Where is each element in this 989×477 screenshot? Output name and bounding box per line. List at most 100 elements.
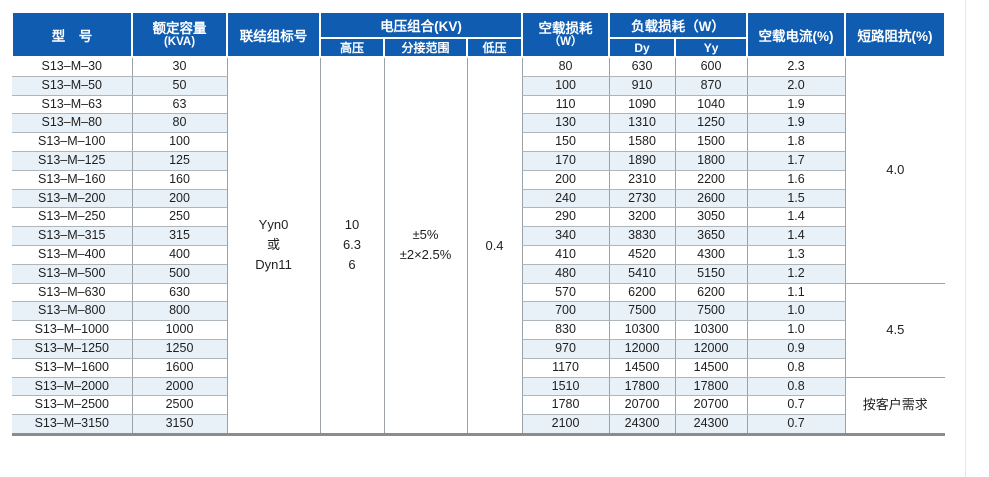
rated-capacity-cell: 80 bbox=[131, 113, 227, 134]
rated-capacity-cell: 1000 bbox=[131, 320, 227, 340]
load-loss-dy-cell: 14500 bbox=[608, 358, 676, 378]
load-loss-dy-cell: 2310 bbox=[608, 170, 676, 190]
load-loss-yy-cell: 4300 bbox=[674, 245, 748, 265]
load-loss-dy-cell: 24300 bbox=[608, 414, 676, 435]
header-rated-capacity-title: 额定容量 bbox=[152, 20, 207, 36]
table-row: S13–M–500 500 480 5410 5150 1.2 bbox=[12, 264, 945, 284]
header-rated-capacity-unit: (KVA) bbox=[163, 35, 196, 48]
load-loss-yy-cell: 6200 bbox=[674, 283, 748, 303]
load-loss-yy-cell: 1800 bbox=[674, 151, 748, 171]
page-edge-divider bbox=[965, 0, 966, 477]
model-cell: S13–M–125 bbox=[12, 151, 132, 171]
no-load-loss-cell: 700 bbox=[521, 301, 610, 322]
no-load-loss-cell: 2100 bbox=[521, 414, 610, 435]
no-load-loss-cell: 150 bbox=[521, 132, 610, 152]
load-loss-dy-cell: 1580 bbox=[608, 132, 676, 152]
rated-capacity-cell: 800 bbox=[131, 301, 227, 322]
model-cell: S13–M–100 bbox=[12, 132, 132, 152]
load-loss-yy-cell: 1250 bbox=[674, 113, 748, 134]
no-load-current-cell: 1.2 bbox=[746, 264, 846, 284]
header-model: 型 号 bbox=[11, 11, 133, 58]
model-cell: S13–M–1250 bbox=[12, 339, 132, 359]
table-row: S13–M–30 30 Yyn0 或 Dyn11 10 6.3 6 ±5% ±2×2.5% 0.4 8… bbox=[12, 57, 946, 435]
no-load-current-cell: 0.8 bbox=[746, 358, 846, 378]
no-load-loss-cell: 830 bbox=[521, 320, 610, 340]
no-load-loss-cell: 1170 bbox=[521, 358, 610, 378]
no-load-loss-cell: 410 bbox=[521, 245, 610, 265]
no-load-current-cell: 1.6 bbox=[746, 170, 846, 190]
no-load-loss-cell: 100 bbox=[521, 76, 610, 96]
no-load-current-cell: 1.3 bbox=[746, 245, 846, 265]
load-loss-dy-cell: 10300 bbox=[608, 320, 676, 340]
table-row: S13–M–2500 2500 1780 20700 20700 0.7 bbox=[12, 395, 945, 416]
load-loss-yy-cell: 870 bbox=[674, 76, 748, 96]
model-cell: S13–M–2500 bbox=[12, 395, 132, 416]
load-loss-yy-cell: 2200 bbox=[674, 170, 748, 190]
no-load-current-cell: 1.0 bbox=[746, 320, 846, 340]
load-loss-yy-cell: 24300 bbox=[674, 414, 748, 435]
rated-capacity-cell: 200 bbox=[131, 189, 227, 209]
model-cell: S13–M–3150 bbox=[12, 414, 132, 435]
model-cell: S13–M–200 bbox=[12, 189, 132, 209]
high-voltage-cell: 10 6.3 6 bbox=[319, 57, 384, 435]
rated-capacity-cell: 2500 bbox=[131, 395, 227, 416]
header-no-load-loss: 空载损耗 （W） bbox=[521, 11, 611, 58]
load-loss-yy-cell: 17800 bbox=[674, 377, 748, 397]
load-loss-dy-cell: 12000 bbox=[608, 339, 676, 359]
rated-capacity-cell: 315 bbox=[131, 226, 227, 246]
rated-capacity-cell: 1250 bbox=[131, 339, 227, 359]
no-load-current-cell: 1.0 bbox=[746, 301, 846, 322]
load-loss-yy-cell: 600 bbox=[674, 57, 748, 77]
load-loss-dy-cell: 20700 bbox=[608, 395, 676, 416]
rated-capacity-cell: 400 bbox=[131, 245, 227, 265]
header-no-load-current: 空载电流(%) bbox=[746, 11, 847, 58]
no-load-current-cell: 1.9 bbox=[746, 113, 846, 134]
rated-capacity-cell: 50 bbox=[131, 76, 227, 96]
load-loss-dy-cell: 3200 bbox=[608, 207, 676, 228]
rated-capacity-cell: 630 bbox=[131, 283, 227, 303]
header-load-loss: 负载损耗（W） bbox=[608, 11, 749, 39]
model-cell: S13–M–160 bbox=[12, 170, 132, 190]
header-voltage-combination: 电压组合(KV) bbox=[318, 11, 524, 39]
model-cell: S13–M–2000 bbox=[12, 377, 132, 397]
load-loss-yy-cell: 1040 bbox=[674, 95, 748, 115]
header-rated-capacity: 额定容量 (KVA) bbox=[131, 11, 228, 58]
no-load-loss-cell: 570 bbox=[521, 283, 610, 303]
table-row: S13–M–800 800 700 7500 7500 1.0 bbox=[12, 301, 945, 322]
table-header: 型 号 额定容量 (KVA) 联结组标号 电压组合(KV) 空载损耗 （W） 负… bbox=[11, 11, 947, 58]
model-cell: S13–M–80 bbox=[12, 113, 132, 134]
table-row: S13–M–160 160 200 2310 2200 1.6 bbox=[12, 170, 945, 190]
table-row: S13–M–80 80 130 1310 1250 1.9 bbox=[12, 113, 945, 134]
rated-capacity-cell: 3150 bbox=[131, 414, 227, 435]
rated-capacity-cell: 30 bbox=[131, 57, 227, 77]
table-row: S13–M–315 315 340 3830 3650 1.4 bbox=[12, 226, 945, 246]
rated-capacity-cell: 125 bbox=[131, 151, 227, 171]
vector-group-cell: Yyn0 或 Dyn11 bbox=[226, 57, 320, 435]
table-row: S13–M–2000 2000 1510 17800 17800 0.8 按客户需求 bbox=[12, 377, 946, 435]
no-load-current-cell: 0.7 bbox=[746, 395, 846, 416]
model-cell: S13–M–500 bbox=[12, 264, 132, 284]
model-cell: S13–M–630 bbox=[12, 283, 132, 303]
no-load-current-cell: 0.8 bbox=[746, 377, 846, 397]
table-row: S13–M–400 400 410 4520 4300 1.3 bbox=[12, 245, 945, 265]
load-loss-yy-cell: 3650 bbox=[674, 226, 748, 246]
header-no-load-loss-title: 空载损耗 bbox=[538, 20, 593, 36]
no-load-current-cell: 1.9 bbox=[746, 95, 846, 115]
header-vector-group: 联结组标号 bbox=[226, 11, 321, 58]
load-loss-dy-cell: 7500 bbox=[608, 301, 676, 322]
no-load-current-cell: 1.8 bbox=[746, 132, 846, 152]
no-load-loss-cell: 340 bbox=[521, 226, 610, 246]
impedance-cell: 4.0 bbox=[844, 57, 946, 284]
model-cell: S13–M–315 bbox=[12, 226, 132, 246]
table-row: S13–M–1000 1000 830 10300 10300 1.0 bbox=[12, 320, 945, 340]
table-row: S13–M–100 100 150 1580 1500 1.8 bbox=[12, 132, 945, 152]
no-load-current-cell: 0.9 bbox=[746, 339, 846, 359]
header-no-load-loss-unit: （W） bbox=[548, 35, 583, 48]
header-load-loss-dy: Dy bbox=[608, 37, 677, 58]
header-load-loss-yy: Yy bbox=[674, 37, 749, 58]
no-load-loss-cell: 970 bbox=[521, 339, 610, 359]
load-loss-yy-cell: 5150 bbox=[674, 264, 748, 284]
header-high-voltage: 高压 bbox=[319, 37, 385, 58]
table-row: S13–M–250 250 290 3200 3050 1.4 bbox=[12, 207, 945, 228]
header-tap-range: 分接范围 bbox=[383, 37, 468, 58]
